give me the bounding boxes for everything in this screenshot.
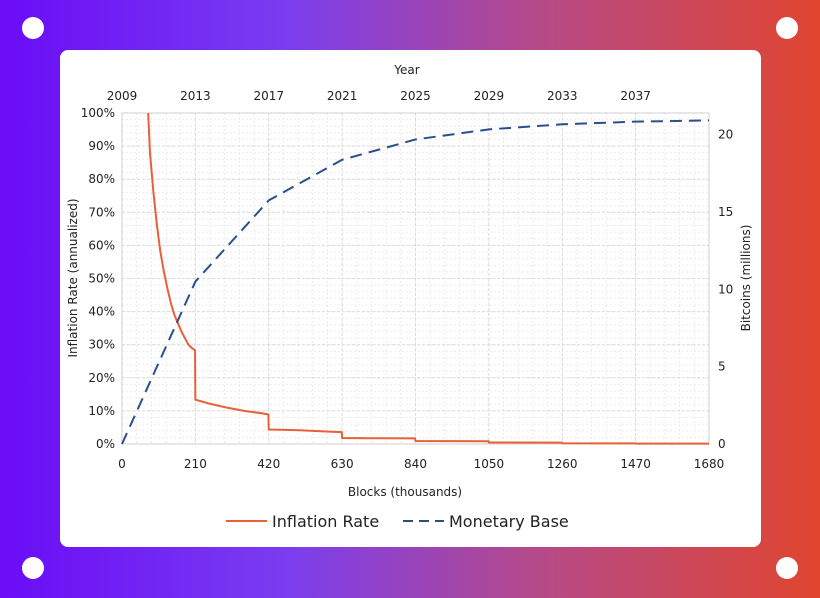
y-left-tick-label: 70% — [88, 205, 115, 219]
y-left-tick-label: 10% — [88, 404, 115, 418]
top-tick-label: 2017 — [253, 89, 284, 103]
top-tick-label: 2013 — [180, 89, 211, 103]
corner-dot-bottom-right — [776, 557, 798, 579]
legend: Inflation Rate Monetary Base — [226, 512, 569, 531]
x-tick-label: 420 — [257, 457, 280, 471]
y-right-tick-label: 0 — [718, 437, 726, 451]
x-tick-label: 0 — [118, 457, 126, 471]
top-tick-label: 2037 — [620, 89, 651, 103]
x-tick-label: 630 — [331, 457, 354, 471]
chart-card: 0 210 420 630 840 1050 1260 1470 1680 2009 2013 201… — [60, 50, 761, 547]
corner-dot-bottom-left — [22, 557, 44, 579]
top-axis-label: Year — [393, 63, 419, 77]
series-line-inflation-rate — [147, 112, 710, 445]
y-left-tick-label: 20% — [88, 371, 115, 385]
y-left-tick-label: 50% — [88, 272, 115, 286]
x-tick-label: 1260 — [547, 457, 578, 471]
x-tick-label: 1470 — [620, 457, 651, 471]
legend-label-monetary-base: Monetary Base — [449, 512, 569, 531]
y-left-tick-label: 30% — [88, 338, 115, 352]
y-left-tick-label: 60% — [88, 238, 115, 252]
x-tick-label: 840 — [404, 457, 427, 471]
top-tick-label: 2025 — [400, 89, 431, 103]
y-right-tick-label: 15 — [718, 205, 733, 219]
y-right-tick-label: 10 — [718, 282, 733, 296]
top-tick-label: 2009 — [107, 89, 138, 103]
corner-dot-top-left — [22, 17, 44, 39]
top-tick-label: 2021 — [327, 89, 358, 103]
y-left-tick-label: 80% — [88, 172, 115, 186]
plot-frame — [121, 112, 710, 445]
legend-label-inflation-rate: Inflation Rate — [272, 512, 379, 531]
y-left-tick-label: 90% — [88, 139, 115, 153]
y-right-tick-label: 20 — [718, 128, 733, 142]
top-tick-label: 2029 — [474, 89, 505, 103]
x-tick-label: 210 — [184, 457, 207, 471]
x-axis-label: Blocks (thousands) — [348, 485, 462, 499]
y-left-tick-label: 40% — [88, 305, 115, 319]
x-tick-label: 1680 — [694, 457, 725, 471]
grid — [121, 112, 710, 445]
top-tick-label: 2033 — [547, 89, 578, 103]
x-tick-label: 1050 — [474, 457, 505, 471]
y-left-tick-label: 0% — [96, 437, 115, 451]
corner-dot-top-right — [776, 17, 798, 39]
y-left-tick-label: 100% — [81, 106, 115, 120]
y-left-axis-label: Inflation Rate (annualized) — [66, 198, 80, 357]
y-right-tick-label: 5 — [718, 360, 726, 374]
series-layer — [121, 112, 710, 445]
series-line-monetary-base — [121, 119, 710, 445]
y-right-axis-label: Bitcoins (millions) — [739, 225, 753, 332]
